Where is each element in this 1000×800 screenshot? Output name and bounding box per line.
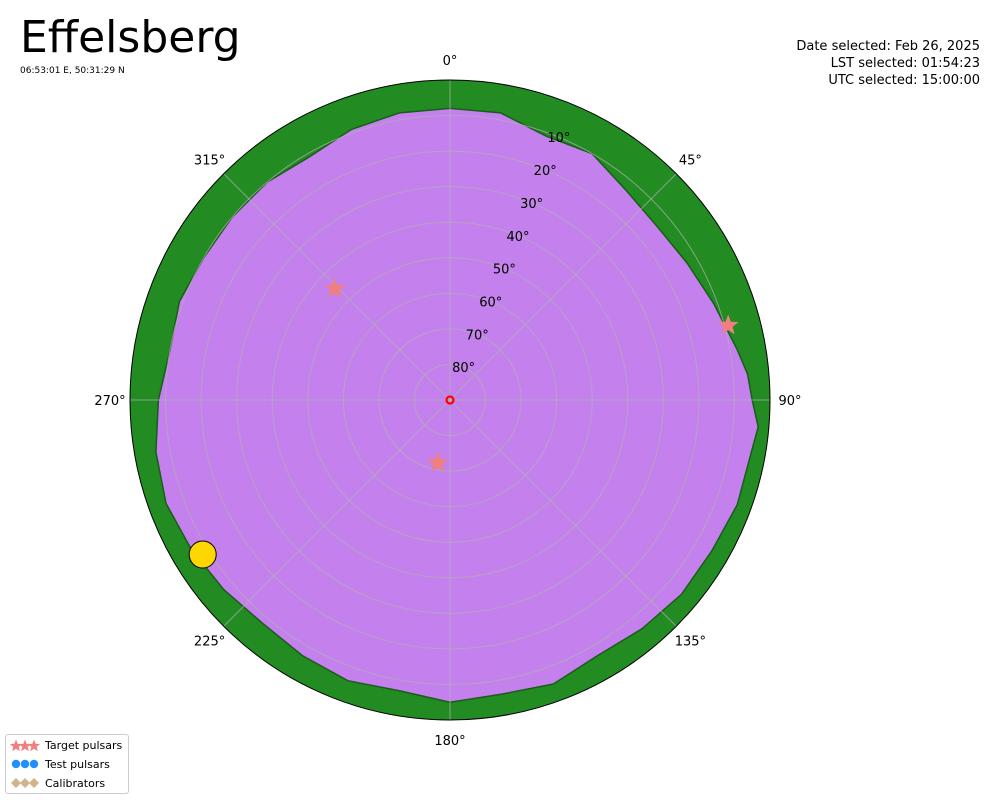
utc-selected: UTC selected: 15:00:00 <box>828 73 980 88</box>
legend-diamond-mark <box>20 778 30 788</box>
lst-selected: LST selected: 01:54:23 <box>830 56 980 71</box>
selection-info: Date selected: Feb 26, 2025 LST selected… <box>796 38 980 89</box>
altitude-tick-label: 30° <box>520 197 543 212</box>
legend-diamond-mark <box>29 778 39 788</box>
observatory-coordinates: 06:53:01 E, 50:31:29 N <box>20 66 125 76</box>
legend-circle-mark <box>11 759 21 769</box>
azimuth-spoke-45 <box>449 173 677 401</box>
diamond-icon <box>11 778 39 788</box>
azimuth-tick-label: 45° <box>679 154 702 169</box>
azimuth-tick-label: 270° <box>94 394 125 409</box>
azimuth-spoke-135 <box>449 399 677 627</box>
legend-star-mark <box>10 739 23 752</box>
altitude-tick-label: 50° <box>493 263 516 278</box>
azimuth-spoke-225 <box>223 399 451 627</box>
zenith-marker <box>445 395 455 405</box>
altitude-tick-label: 40° <box>506 230 529 245</box>
azimuth-tick-label: 0° <box>443 54 458 69</box>
polar-frame <box>129 79 771 721</box>
legend-star-mark <box>27 739 40 752</box>
altitude-tick-label: 10° <box>547 131 570 146</box>
azimuth-tick-label: 90° <box>778 394 801 409</box>
legend-star-mark <box>18 739 32 752</box>
altitude-tick-label: 70° <box>466 328 489 343</box>
altitude-tick-label: 60° <box>479 296 502 311</box>
azimuth-tick-label: 315° <box>194 154 225 169</box>
azimuth-tick-label: 225° <box>194 634 225 649</box>
legend-item-test: Test pulsars <box>10 755 110 773</box>
star-icon <box>10 739 40 752</box>
legend-circle-mark <box>29 759 39 769</box>
legend-label-target: Target pulsars <box>45 738 123 752</box>
legend-diamond-mark <box>11 778 21 788</box>
sun-marker <box>188 540 217 569</box>
legend-label-calibrators: Calibrators <box>45 776 106 790</box>
legend: Target pulsars Test pulsars Calibrators <box>5 734 129 794</box>
legend-item-calibrators: Calibrators <box>10 774 105 792</box>
legend-label-test: Test pulsars <box>45 757 110 771</box>
date-selected: Date selected: Feb 26, 2025 <box>796 39 980 54</box>
target-pulsar-star <box>717 314 739 335</box>
target-pulsar-star <box>427 451 449 472</box>
azimuth-tick-label: 180° <box>434 734 465 749</box>
target-pulsar-star <box>324 277 346 298</box>
observatory-title: Effelsberg <box>20 12 241 63</box>
legend-circle-mark <box>20 759 30 769</box>
altitude-tick-label: 20° <box>534 164 557 179</box>
legend-item-target: Target pulsars <box>10 736 122 754</box>
altitude-tick-label: 80° <box>452 361 475 376</box>
azimuth-tick-label: 135° <box>675 634 706 649</box>
circle-icon <box>11 759 39 769</box>
